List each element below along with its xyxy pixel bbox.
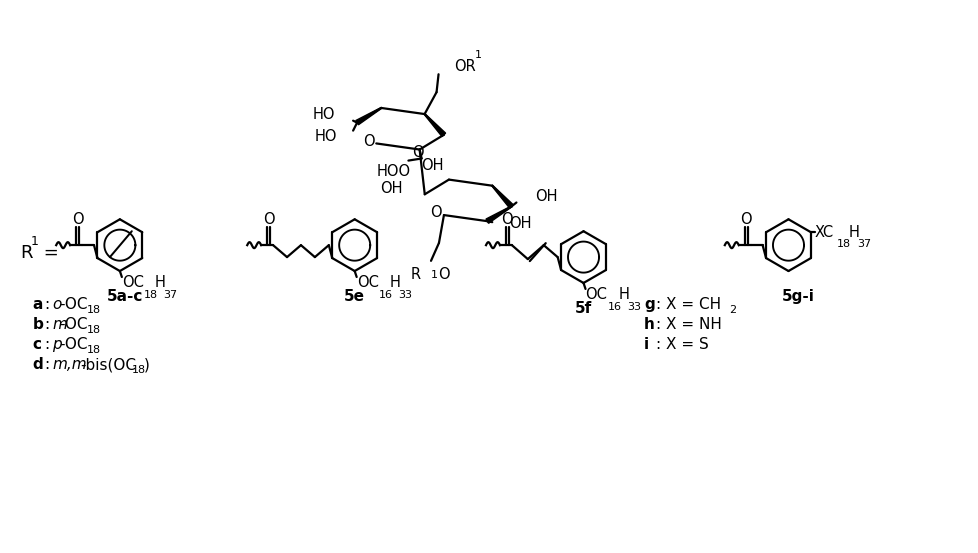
Text: 18: 18 — [87, 345, 102, 354]
Text: 18: 18 — [132, 364, 146, 374]
Text: OH: OH — [509, 216, 531, 231]
Text: R: R — [411, 267, 421, 282]
Text: 18: 18 — [836, 239, 850, 249]
Text: :: : — [44, 298, 49, 312]
Text: g: g — [644, 298, 654, 312]
Polygon shape — [423, 114, 445, 137]
Text: 37: 37 — [857, 239, 870, 249]
Text: -OC: -OC — [60, 298, 88, 312]
Text: 5e: 5e — [344, 289, 365, 304]
Text: OR: OR — [454, 59, 475, 74]
Text: O: O — [71, 212, 83, 227]
Text: b: b — [32, 317, 43, 332]
Text: OH: OH — [535, 189, 557, 204]
Text: 18: 18 — [87, 325, 102, 335]
Text: 16: 16 — [378, 290, 392, 300]
Text: OC: OC — [356, 275, 378, 290]
Text: 1: 1 — [30, 235, 38, 248]
Text: 33: 33 — [627, 302, 641, 312]
Text: 37: 37 — [163, 290, 178, 300]
Text: a: a — [32, 298, 43, 312]
Text: XC: XC — [814, 225, 833, 239]
Text: OH: OH — [380, 181, 403, 196]
Text: OH: OH — [421, 158, 443, 173]
Text: c: c — [32, 337, 41, 352]
Text: O: O — [412, 145, 423, 160]
Polygon shape — [355, 107, 381, 125]
Text: 1: 1 — [430, 270, 437, 280]
Text: H: H — [618, 288, 629, 302]
Text: 2: 2 — [728, 305, 735, 315]
Text: O: O — [437, 267, 449, 282]
Text: O: O — [363, 133, 375, 149]
Text: 18: 18 — [87, 305, 102, 315]
Polygon shape — [485, 206, 511, 223]
Text: -OC: -OC — [60, 317, 88, 332]
Text: 5f: 5f — [574, 301, 592, 316]
Text: HOO: HOO — [377, 164, 411, 179]
Text: H: H — [848, 225, 859, 239]
Text: OC: OC — [585, 288, 606, 302]
Text: -OC: -OC — [60, 337, 88, 352]
Text: m,m: m,m — [52, 357, 87, 372]
Text: 5g-i: 5g-i — [781, 289, 814, 304]
Text: HO: HO — [314, 129, 336, 144]
Text: OC: OC — [121, 275, 144, 290]
Text: H: H — [155, 275, 165, 290]
Text: : X = S: : X = S — [655, 337, 708, 352]
Text: 5a-c: 5a-c — [107, 289, 143, 304]
Text: p: p — [52, 337, 62, 352]
Text: O: O — [501, 212, 512, 227]
Text: 16: 16 — [606, 302, 621, 312]
Text: d: d — [32, 357, 43, 372]
Text: 1: 1 — [474, 50, 481, 60]
Text: 33: 33 — [398, 290, 412, 300]
Text: : X = NH: : X = NH — [655, 317, 722, 332]
Text: m: m — [52, 317, 67, 332]
Text: O: O — [430, 205, 442, 220]
Text: -bis(OC: -bis(OC — [80, 357, 136, 372]
Text: O: O — [739, 212, 751, 227]
Text: R: R — [21, 244, 33, 262]
Text: :: : — [44, 357, 49, 372]
Polygon shape — [491, 185, 512, 208]
Text: O: O — [262, 212, 274, 227]
Text: o: o — [52, 298, 62, 312]
Text: HO: HO — [312, 107, 334, 122]
Text: H: H — [389, 275, 400, 290]
Text: 18: 18 — [144, 290, 157, 300]
Text: :: : — [44, 337, 49, 352]
Text: ): ) — [144, 357, 150, 372]
Text: h: h — [644, 317, 654, 332]
Text: :: : — [44, 317, 49, 332]
Text: i: i — [644, 337, 648, 352]
Text: =: = — [38, 244, 59, 262]
Text: : X = CH: : X = CH — [655, 298, 721, 312]
